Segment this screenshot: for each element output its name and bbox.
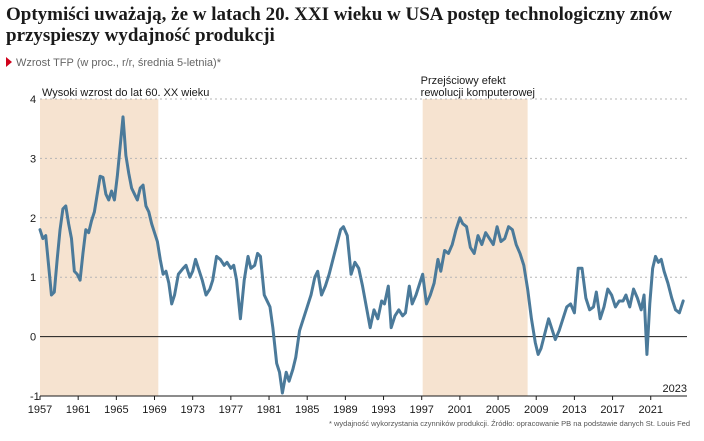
annotation-computer-revolution-line-2: rewolucji komputerowej: [421, 87, 535, 99]
chart-title: Optymiści uważają, że w latach 20. XXI w…: [6, 4, 673, 46]
footnote-source: * wydajność wykorzystania czynników prod…: [328, 419, 690, 428]
y-tick-label-4: 4: [30, 94, 36, 106]
y-tick-label-3: 3: [30, 153, 36, 165]
subtitle-text: Wzrost TFP (w proc., r/r, średnia 5-letn…: [16, 57, 221, 69]
x-tick-label-1977: 1977: [219, 404, 243, 416]
x-tick-label-2009: 2009: [524, 404, 548, 416]
x-tick-label-1965: 1965: [104, 404, 128, 416]
x-tick-label-2005: 2005: [486, 404, 510, 416]
last-year-label: 2023: [663, 383, 687, 395]
triangle-marker-icon: [6, 57, 12, 67]
x-tick-label-1993: 1993: [371, 404, 395, 416]
x-tick-label-1969: 1969: [142, 404, 166, 416]
x-tick-label-1989: 1989: [333, 404, 357, 416]
x-tick-label-1997: 1997: [409, 404, 433, 416]
x-tick-label-1981: 1981: [257, 404, 281, 416]
x-tick-label-1961: 1961: [66, 404, 90, 416]
y-tick-label-0: 0: [30, 332, 36, 344]
annotation-computer-revolution-line-1: Przejściowy efekt: [421, 75, 506, 87]
x-tick-label-2001: 2001: [448, 404, 472, 416]
x-tick-label-1957: 1957: [28, 404, 52, 416]
x-tick-label-2021: 2021: [638, 404, 662, 416]
annotation-high-growth: Wysoki wzrost do lat 60. XX wieku: [42, 87, 209, 99]
x-tick-label-1973: 1973: [180, 404, 204, 416]
y-tick-label-1: 1: [30, 272, 36, 284]
y-tick-label-2: 2: [30, 213, 36, 225]
y-tick-label--1: -1: [30, 391, 40, 403]
x-tick-label-2013: 2013: [562, 404, 586, 416]
tfp-series-line: [38, 115, 685, 395]
chart-subtitle: Wzrost TFP (w proc., r/r, średnia 5-letn…: [6, 56, 221, 70]
x-tick-label-1985: 1985: [295, 404, 319, 416]
x-tick-label-2017: 2017: [600, 404, 624, 416]
